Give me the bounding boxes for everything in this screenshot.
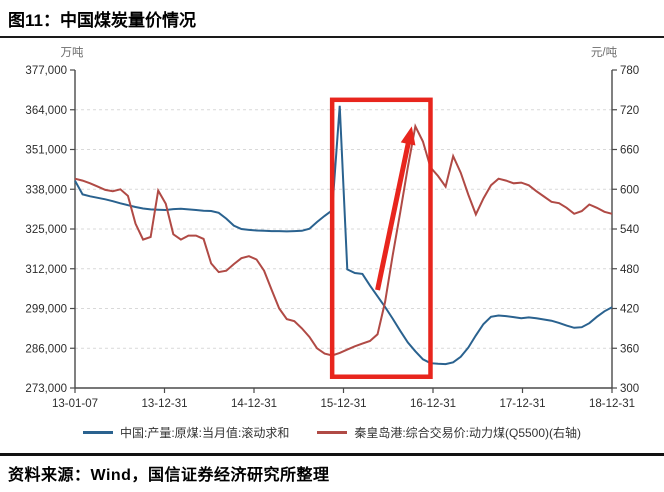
y-right-tick-label: 660 [620,145,639,157]
y-right-tick-label: 300 [620,383,639,395]
bottom-divider [0,453,664,456]
y-left-tick-label: 273,000 [25,383,67,395]
production-legend-swatch [82,431,113,434]
left-axis-unit-label: 万吨 [61,46,84,59]
production-series-line [74,105,613,366]
axes [70,69,617,393]
y-right-tick-label: 420 [620,304,639,316]
x-tick-label: 13-01-07 [52,398,98,410]
highlight-box-annotation [329,97,433,379]
x-tick-label: 15-12-31 [320,398,366,410]
y-left-tick-label: 325,000 [25,224,67,236]
x-tick-label: 17-12-31 [499,398,545,410]
x-tick-label: 13-12-31 [141,398,187,410]
x-tick-label: 14-12-31 [231,398,277,410]
y-left-tick-label: 364,000 [25,105,67,117]
price-legend-label: 秦皇岛港:综合交易价:动力煤(Q5500)(右轴) [354,426,582,440]
y-right-tick-label: 780 [620,65,639,77]
figure-title: 图11：中国煤炭量价情况 [8,11,196,30]
right-axis-unit-label: 元/吨 [591,46,618,59]
y-left-tick-label: 286,000 [25,343,67,355]
y-right-tick-label: 480 [620,264,639,276]
y-left-tick-label: 338,000 [25,184,67,196]
x-tick-labels: 13-01-07 13-12-31 14-12-31 15-12-31 16-12-31… [52,398,635,410]
y-right-tick-label: 540 [620,224,639,236]
y-left-tick-label: 377,000 [25,65,67,77]
arrow-shaft [375,138,412,291]
y-right-tick-label: 600 [620,184,639,196]
gridlines [75,109,612,349]
legend-item-production: 中国:产量:原煤:当月值:滚动求和 [82,424,290,441]
production-legend-label: 中国:产量:原煤:当月值:滚动求和 [119,426,290,440]
coal-volume-price-chart: 万吨 元/吨 377,000 364,000 351,000 338,000 325,0… [25,46,639,410]
y-right-tick-label: 360 [620,343,639,355]
x-tick-label: 18-12-31 [589,398,635,410]
trend-arrow-annotation [375,126,416,291]
figure-source: 资料来源：Wind，国信证券经济研究所整理 [8,467,330,484]
y-left-tick-label: 312,000 [25,264,67,276]
price-series-line [74,123,613,357]
title-divider [0,36,664,38]
x-tick-label: 16-12-31 [410,398,456,410]
y-left-tick-label: 351,000 [25,145,67,157]
y-left-tick-label: 299,000 [25,304,67,316]
y-right-tick-labels: 780 720 660 600 540 480 420 360 300 [620,65,639,395]
chart-legend: 中国:产量:原煤:当月值:滚动求和 秦皇岛港:综合交易价:动力煤(Q5500)(… [0,424,664,441]
price-legend-swatch [317,431,348,434]
legend-item-price: 秦皇岛港:综合交易价:动力煤(Q5500)(右轴) [317,424,581,441]
arrow-head [400,126,416,146]
y-right-tick-label: 720 [620,105,639,117]
y-left-tick-labels: 377,000 364,000 351,000 338,000 325,000 312,0… [25,65,67,395]
